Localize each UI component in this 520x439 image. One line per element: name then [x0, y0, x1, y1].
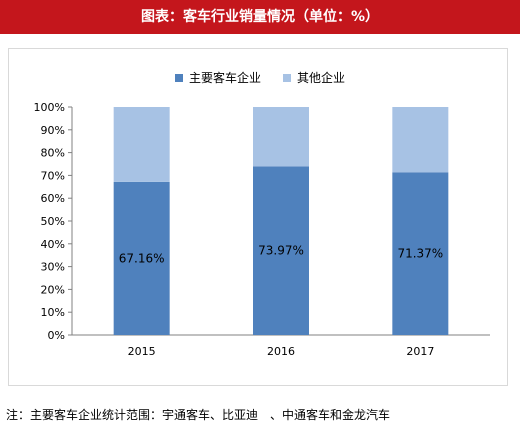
data-label: 71.37% — [397, 247, 443, 261]
bar-other — [253, 107, 309, 167]
stacked-bar-chart: 主要客车企业 其他企业 0% 10% 20% 30% 40% 50% 60% 70% 80% 90%… — [34, 70, 490, 358]
y-tick-label: 60% — [41, 192, 65, 205]
legend-swatch-main — [175, 74, 183, 82]
y-tick-label: 100% — [34, 101, 65, 114]
bar-main — [253, 166, 309, 335]
x-tick-label: 2015 — [128, 345, 156, 358]
x-tick-label: 2016 — [267, 345, 295, 358]
y-tick-label: 40% — [41, 238, 65, 251]
data-label: 73.97% — [258, 244, 304, 258]
x-tick-label: 2017 — [406, 345, 434, 358]
y-tick-label: 30% — [41, 261, 65, 274]
bars — [113, 107, 449, 335]
y-tick-label: 50% — [41, 215, 65, 228]
footnote: 注：主要客车企业统计范围：宇通客车、比亚迪 、中通客车和金龙汽车 — [6, 408, 391, 422]
bar-other — [392, 107, 449, 173]
chart-title: 图表：客车行业销量情况（单位：%） — [0, 0, 520, 34]
y-tick-label: 90% — [41, 124, 65, 137]
bar-main — [392, 172, 449, 335]
y-tick-label: 10% — [41, 306, 65, 319]
legend-label: 其他企业 — [297, 70, 345, 85]
y-tick-label: 0% — [48, 329, 65, 342]
y-tick-label: 70% — [41, 169, 65, 182]
y-tick-label: 20% — [41, 283, 65, 296]
legend: 主要客车企业 其他企业 — [175, 70, 345, 85]
data-label: 67.16% — [119, 251, 165, 265]
data-labels: 67.16% 73.97% 71.37% — [119, 244, 443, 266]
axes: 0% 10% 20% 30% 40% 50% 60% 70% 80% 90% 100% 2015 201… — [34, 101, 490, 358]
chart-frame — [8, 48, 508, 386]
bar-main — [113, 181, 170, 335]
bar-other — [113, 107, 170, 182]
y-tick-label: 80% — [41, 147, 65, 160]
legend-swatch-other — [283, 74, 291, 82]
legend-label: 主要客车企业 — [189, 70, 261, 85]
